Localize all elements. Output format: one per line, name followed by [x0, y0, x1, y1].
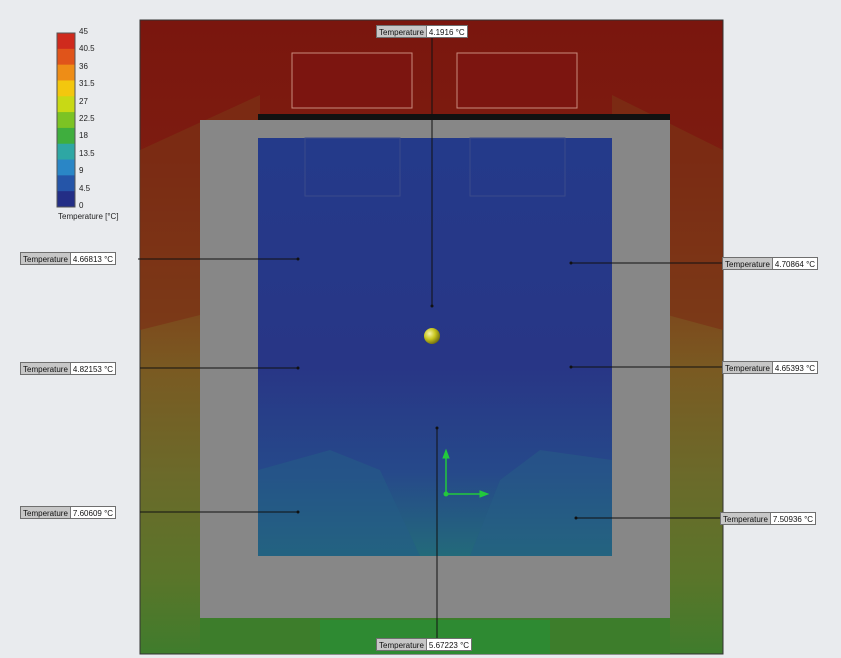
legend-swatch — [57, 48, 75, 66]
probe-right-upper: Temperature 4.70864 °C — [722, 257, 819, 270]
probe-right-middle: Temperature 4.65393 °C — [722, 361, 819, 374]
legend-tick-label: 45 — [79, 27, 88, 36]
probe-label: Temperature — [721, 513, 771, 524]
probe-value: 4.66813 °C — [70, 253, 116, 264]
probe-value: 7.50936 °C — [770, 513, 816, 524]
probe-value: 4.82153 °C — [70, 363, 116, 374]
probe-value: 4.1916 °C — [426, 26, 467, 37]
heater-block-right — [456, 52, 578, 109]
top-wall-segment-1 — [258, 120, 330, 138]
probe-value: 4.65393 °C — [772, 362, 818, 373]
legend-tick-label: 22.5 — [79, 114, 95, 123]
probe-top: Temperature 4.1916 °C — [376, 25, 468, 38]
container-wall — [200, 120, 670, 618]
legend-swatch — [57, 143, 75, 161]
legend-tick-label: 31.5 — [79, 79, 95, 89]
legend-tick-label: 27 — [79, 96, 88, 106]
probe-label: Temperature — [21, 507, 71, 518]
legend-tick-label: 0 — [79, 201, 84, 210]
probe-right-lower: Temperature 7.50936 °C — [720, 512, 817, 525]
legend-swatch — [57, 64, 75, 81]
legend-swatch — [57, 80, 75, 97]
legend-tick-label: 9 — [79, 166, 84, 176]
legend-swatch — [57, 191, 75, 208]
legend-outline — [56, 32, 76, 208]
probe-label: Temperature — [21, 253, 71, 264]
legend-swatch — [57, 175, 75, 192]
legend-tick-label: 18 — [79, 131, 88, 141]
probe-bottom: Temperature 5.67223 °C — [376, 638, 473, 651]
legend-swatch — [57, 96, 75, 113]
probe-label: Temperature — [723, 258, 773, 269]
legend-swatch — [57, 127, 75, 145]
coordinate-triad-icon — [442, 448, 490, 498]
probe-label: Temperature — [723, 362, 773, 373]
top-wall-segment-2 — [378, 120, 493, 138]
legend-tick-label: 40.5 — [79, 44, 95, 54]
legend-tick-label: 13.5 — [79, 148, 95, 158]
probe-value: 4.70864 °C — [772, 258, 818, 269]
top-wall-segment-3 — [542, 120, 612, 138]
legend-tick-label: 4.5 — [79, 183, 91, 193]
legend-tick-label: 36 — [79, 61, 88, 71]
legend-swatch — [57, 159, 75, 176]
top-gap — [258, 114, 670, 120]
probe-left-lower: Temperature 7.60609 °C — [20, 506, 117, 519]
interior-lower-tint-right — [470, 450, 612, 556]
sensor-sphere — [424, 328, 440, 344]
legend-swatch — [57, 33, 75, 50]
interior-lower-tint-left — [258, 450, 420, 556]
probe-value: 5.67223 °C — [426, 639, 472, 650]
probe-left-middle: Temperature 4.82153 °C — [20, 362, 117, 375]
probe-left-upper: Temperature 4.66813 °C — [20, 252, 117, 265]
heater-block-left — [291, 52, 413, 109]
legend-title: Temperature [°C] — [58, 212, 119, 221]
probe-value: 7.60609 °C — [70, 507, 116, 518]
inner-outline-left — [304, 137, 401, 197]
inner-outline-right — [469, 137, 566, 197]
probe-label: Temperature — [377, 639, 427, 650]
color-legend-bar — [56, 32, 76, 208]
probe-label: Temperature — [21, 363, 71, 374]
probe-label: Temperature — [377, 26, 427, 37]
legend-swatch — [57, 112, 75, 129]
